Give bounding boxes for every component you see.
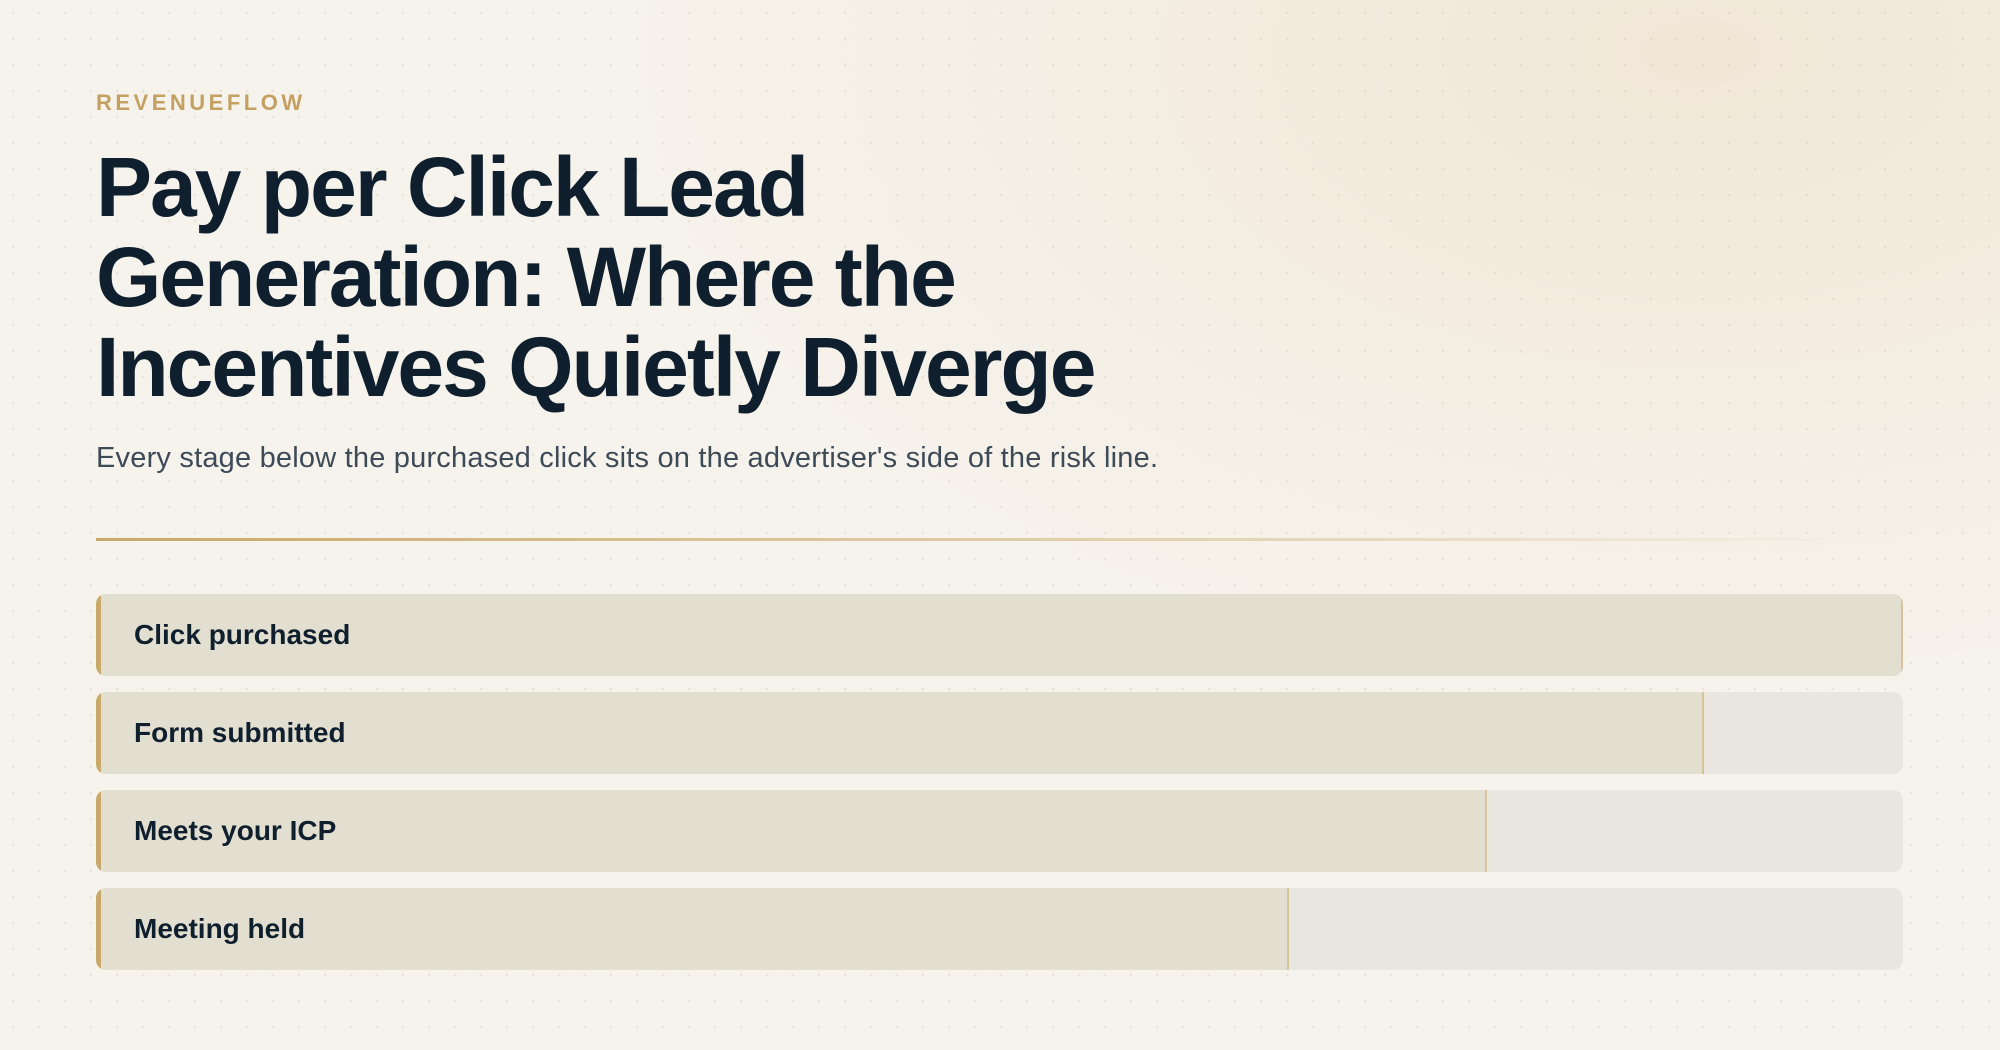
bar-accent [96,692,101,774]
bar [96,594,1903,676]
bar-track: Form submitted [96,692,1903,774]
chart-subtitle: Every stage below the purchased click si… [96,442,1159,474]
bar-list: Click purchased Form submitted Meets your … [96,594,1903,986]
brand: REVENUEFLOW [96,90,306,115]
bar-accent [96,790,101,872]
bar-track: Meets your ICP [96,790,1903,872]
bar [96,692,1705,774]
bar [96,888,1289,970]
bar-label: Meeting held [134,913,306,944]
bar-label: Click purchased [134,619,351,650]
bar [96,790,1488,872]
bar-track: Meeting held [96,888,1903,970]
bar-track: Click purchased [96,594,1903,676]
divider [96,538,1876,541]
bar-accent [96,594,101,676]
bar-label: Meets your ICP [134,815,337,846]
bar-label: Form submitted [134,717,346,748]
chart-title: Pay per Click Lead Generation: Where the… [96,140,1096,414]
bar-accent [96,888,101,970]
